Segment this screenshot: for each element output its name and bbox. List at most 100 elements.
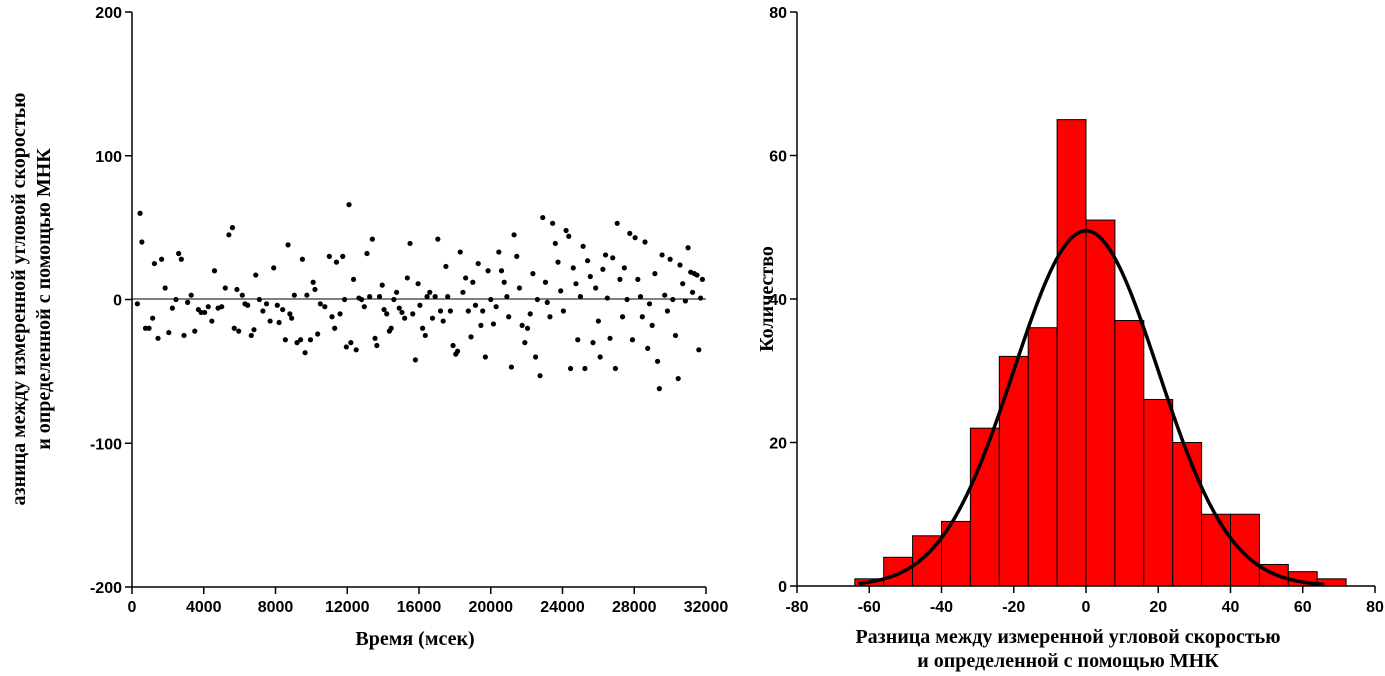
scatter-point [234,286,240,293]
scatter-point [445,294,451,300]
scatter-point [612,365,619,372]
scatter-point [566,233,572,239]
scatter-point [361,304,367,310]
histogram-bar [1114,320,1145,587]
scatter-point [694,272,700,278]
histogram-x-tick-label: 80 [1366,599,1384,616]
scatter-y-axis-title-line1: азница между измеренной угловой скорость… [8,93,30,506]
scatter-point [282,337,288,343]
scatter-point [166,329,172,336]
scatter-point [680,281,686,287]
histogram-bar [883,556,914,587]
scatter-point [410,311,416,317]
scatter-point [516,285,523,291]
scatter-y-tick-label: 100 [95,149,122,166]
scatter-x-tick-label: 4000 [186,599,222,616]
scatter-point [532,354,539,360]
scatter-point [689,289,696,295]
scatter-point [424,294,430,300]
histogram-bar [1085,219,1116,587]
scatter-point [139,239,145,245]
scatter-point [162,285,168,291]
scatter-y-tick-label: 0 [113,293,122,310]
histogram-x-tick-label: -20 [1002,599,1025,616]
scatter-point [229,225,236,231]
scatter-point [646,301,653,307]
scatter-point [407,240,413,247]
scatter-point [524,325,531,331]
scatter-point [654,358,661,364]
scatter-point [236,328,242,334]
histogram-x-ticks: -80 -60 -40 -20 0 20 40 60 80 [785,586,1384,616]
scatter-point [475,260,481,267]
histogram-bar [1027,327,1058,587]
scatter-point [381,306,387,313]
scatter-point [248,332,254,339]
scatter-point [384,311,390,317]
scatter-point [372,335,378,341]
scatter-point [379,282,385,288]
histogram-x-axis-title-line1: Разница между измеренной угловой скорост… [855,626,1280,648]
scatter-point [468,334,474,340]
scatter-point [274,302,280,308]
scatter-point [508,364,514,370]
scatter-point [614,220,620,226]
scatter-point [573,281,579,287]
histogram-x-tick-label: -40 [930,599,953,616]
histogram-y-tick-label: 20 [769,436,787,453]
scatter-point [364,250,370,257]
scatter-x-tick-label: 0 [128,599,137,616]
scatter-point [185,299,191,305]
scatter-point [178,256,184,262]
scatter-point [260,308,266,314]
histogram-chart: 0 20 40 60 80 -80 -60 -40 -20 0 20 40 60 80 Количест… [756,5,1384,672]
histogram-x-tick-label: -60 [858,599,881,616]
scatter-point [632,235,638,241]
scatter-point [624,296,630,303]
scatter-point [482,354,488,360]
scatter-point [219,304,225,310]
scatter-point [511,232,517,238]
scatter-point [251,327,257,333]
scatter-point [404,275,410,281]
scatter-point [656,386,662,392]
scatter-point [173,296,179,303]
scatter-point [412,357,419,363]
scatter-point [480,308,486,314]
scatter-point [337,311,343,317]
scatter-point [374,342,380,349]
scatter-point [575,337,581,343]
scatter-point [435,236,441,242]
scatter-point [317,301,323,307]
gaussian-fit-curve [858,229,1325,587]
scatter-x-tick-label: 20000 [469,599,514,616]
scatter-point [447,308,453,314]
scatter-point [552,240,558,247]
scatter-point [577,294,584,300]
scatter-point [527,311,533,317]
scatter-x-tick-label: 32000 [684,599,729,616]
histogram-y-tick-label: 40 [769,292,787,309]
scatter-x-axis-title: Время (мсек) [355,628,474,650]
scatter-point [396,305,402,311]
scatter-point [560,308,566,314]
scatter-y-tick-label: -100 [90,436,122,453]
scatter-point [142,325,149,331]
scatter-point [432,294,438,300]
scatter-point [341,296,348,303]
scatter-point [176,250,182,257]
scatter-point [465,308,471,314]
scatter-point [470,279,476,285]
histogram-bar [1056,119,1087,587]
scatter-x-tick-label: 12000 [325,599,370,616]
scatter-point [472,302,479,308]
scatter-point [367,294,373,300]
scatter-point [376,294,383,300]
scatter-point [348,340,354,346]
scatter-point [547,314,553,320]
scatter-point [621,265,627,271]
scatter-point [429,315,436,321]
scatter-x-tick-label: 24000 [540,599,585,616]
scatter-point [607,335,613,341]
